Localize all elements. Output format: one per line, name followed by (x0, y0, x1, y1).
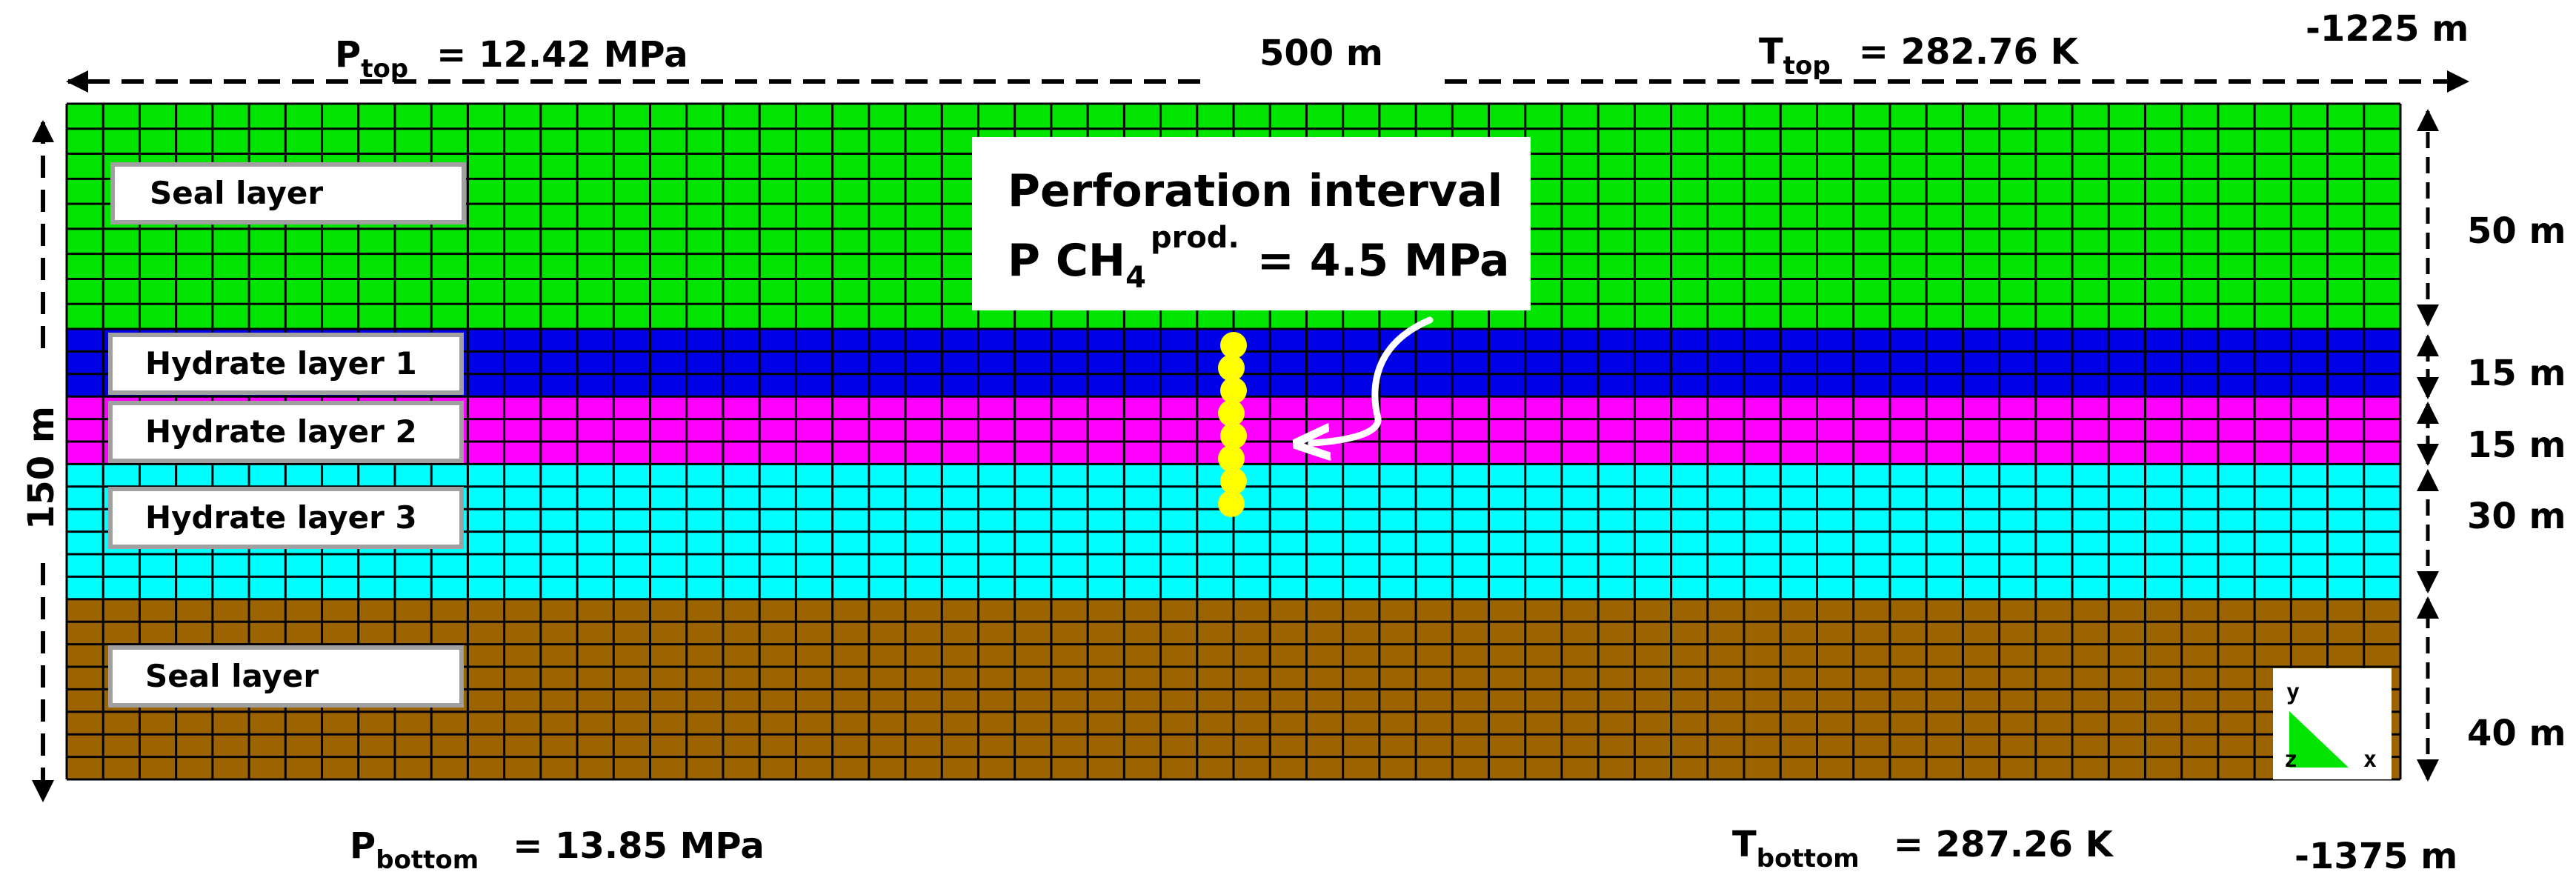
perforation-marker (1220, 467, 1247, 495)
axis-z-label: z (2284, 747, 2297, 773)
top-depth-label: -1225 m (2306, 8, 2469, 50)
layer-label-hydrate-3: Hydrate layer 3 (145, 499, 417, 536)
p-bottom-label: Pbottom = 13.85 MPa (350, 825, 765, 875)
thickness-label-seal-top: 50 m (2467, 210, 2566, 252)
layer-box-hydrate-1 (108, 333, 464, 395)
perforation-marker (1220, 377, 1247, 405)
perforation-marker (1218, 445, 1245, 472)
perforation-pointer-arrow (1311, 316, 1434, 443)
thickness-dimensions: 50 m 15 m 15 m 30 m 40 m (2417, 109, 2566, 782)
layer-name-boxes: Seal layer Hydrate layer 1 Hydrate layer… (108, 162, 466, 708)
layer-box-hydrate-2 (108, 401, 464, 463)
axis-y-label: y (2286, 679, 2300, 705)
layer-label-hydrate-2: Hydrate layer 2 (145, 413, 417, 450)
layer-box-seal-top (110, 162, 466, 224)
perforation-pressure: P CH4prod. = 4.5 MPa (1008, 221, 1510, 295)
layer-label-hydrate-1: Hydrate layer 1 (145, 345, 417, 382)
bottom-depth-label: -1375 m (2294, 836, 2457, 877)
width-label: 500 m (1259, 33, 1383, 74)
p-top-label: Ptop = 12.42 MPa (335, 34, 688, 84)
perforation-marker (1220, 422, 1247, 450)
t-top-label: Ttop = 282.76 K (1759, 31, 2080, 81)
layer-box-seal-bottom (108, 645, 464, 708)
t-bottom-label: Tbottom = 287.26 K (1732, 824, 2114, 873)
perforation-marker (1218, 399, 1245, 427)
perforation-marker (1218, 490, 1245, 517)
perforation-markers (1218, 332, 1247, 517)
perforation-marker (1218, 354, 1245, 382)
axes-triad-shape (2289, 711, 2349, 768)
perforation-callout-box (972, 137, 1531, 310)
layer-box-hydrate-3 (108, 487, 464, 549)
height-label: 150 m (21, 406, 62, 530)
thickness-label-seal-bottom: 40 m (2467, 713, 2566, 754)
perforation-marker (1220, 332, 1247, 359)
layer-label-seal-top: Seal layer (150, 175, 323, 211)
axis-x-label: x (2363, 747, 2377, 773)
thickness-label-hydrate-3: 30 m (2467, 496, 2566, 537)
perforation-title: Perforation interval (1008, 165, 1502, 217)
axes-triad: y z x (2273, 668, 2392, 779)
perforation-callout: Perforation interval P CH4prod. = 4.5 MPa (972, 137, 1531, 443)
thickness-label-hydrate-1: 15 m (2467, 353, 2566, 394)
thickness-label-hydrate-2: 15 m (2467, 425, 2566, 466)
layer-label-seal-bottom: Seal layer (145, 658, 319, 694)
